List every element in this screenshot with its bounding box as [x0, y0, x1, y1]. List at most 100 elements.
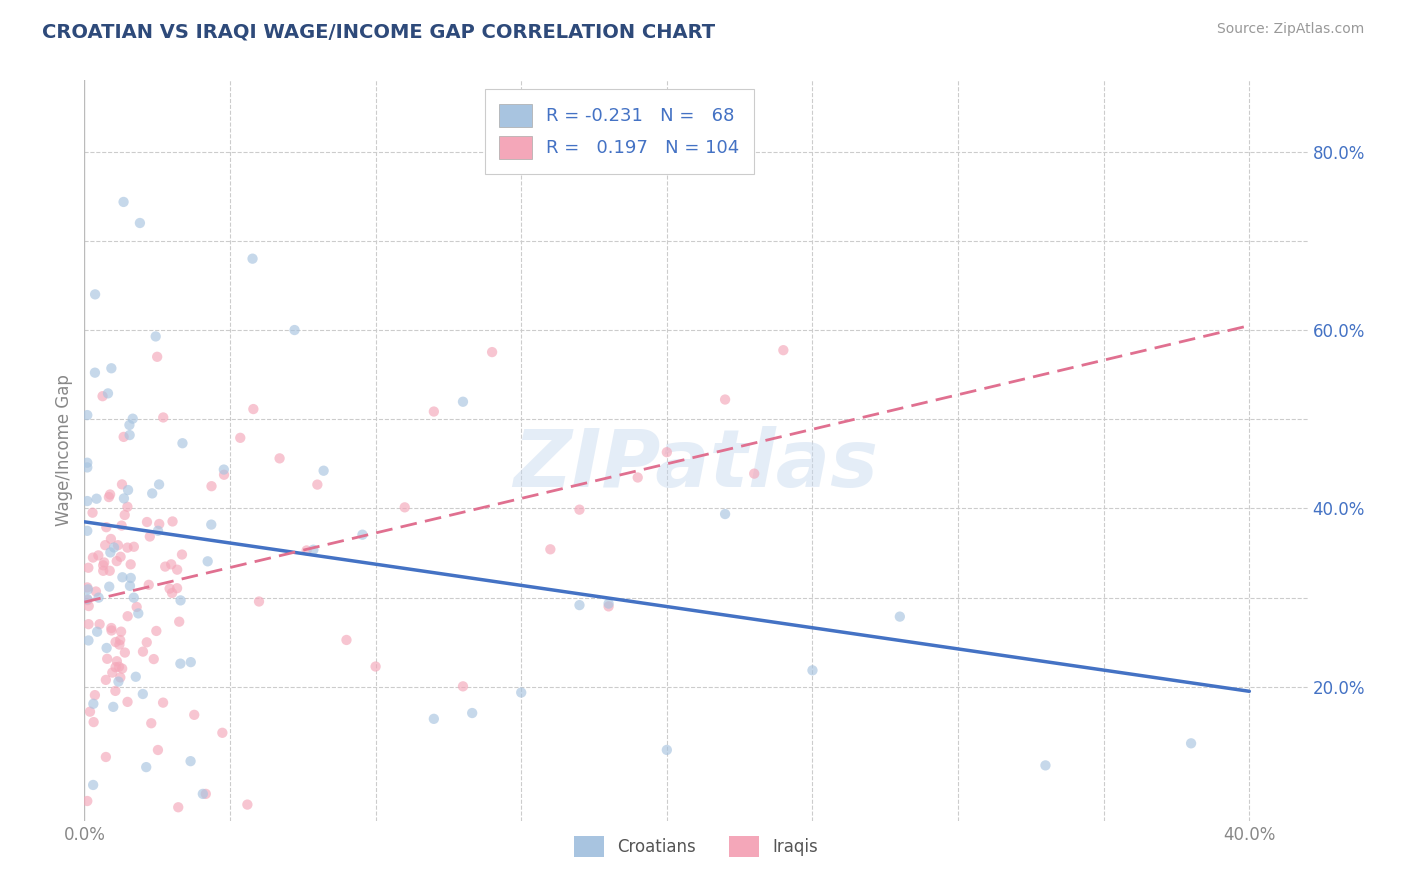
Point [96, 652, 118, 666]
Point [139, 530, 162, 544]
Point [295, 543, 318, 558]
Point [82, 778, 104, 792]
Point [98, 564, 121, 578]
Point [76, 591, 98, 606]
Point [120, 571, 142, 585]
Point [423, 712, 446, 726]
Point [655, 743, 678, 757]
Point [364, 659, 387, 673]
Point [742, 467, 765, 481]
Point [110, 624, 132, 639]
Point [146, 743, 169, 757]
Point [169, 657, 191, 671]
Point [76, 593, 98, 607]
Point [166, 581, 188, 595]
Point [83, 688, 105, 702]
Point [76, 581, 98, 595]
Point [103, 541, 125, 555]
Point [82, 697, 104, 711]
Point [120, 558, 142, 572]
Point [101, 665, 124, 680]
Point [1180, 736, 1202, 750]
Point [135, 635, 157, 649]
Point [200, 517, 222, 532]
Point [166, 563, 188, 577]
Point [568, 598, 591, 612]
Point [146, 524, 169, 538]
Point [714, 392, 737, 407]
Point [77, 633, 100, 648]
Point [122, 540, 145, 554]
Point [107, 538, 129, 552]
Point [162, 515, 184, 529]
Point [132, 645, 155, 659]
Point [110, 518, 132, 533]
Point [94, 750, 117, 764]
Point [125, 670, 148, 684]
Point [117, 483, 139, 497]
Point [98, 545, 121, 559]
Point [138, 578, 160, 592]
Point [76, 408, 98, 422]
Point [510, 685, 533, 699]
Point [352, 527, 374, 541]
Point [91, 564, 114, 578]
Text: Source: ZipAtlas.com: Source: ZipAtlas.com [1216, 22, 1364, 37]
Point [307, 477, 329, 491]
Point [242, 402, 264, 417]
Point [76, 460, 98, 475]
Point [129, 216, 152, 230]
Point [87, 591, 110, 605]
Point [84, 584, 107, 599]
Point [77, 582, 100, 597]
Point [97, 490, 120, 504]
Point [627, 470, 650, 484]
Point [481, 345, 503, 359]
Point [86, 491, 108, 506]
Point [82, 550, 104, 565]
Point [212, 462, 235, 476]
Point [122, 591, 145, 605]
Point [242, 252, 264, 266]
Point [100, 361, 122, 376]
Point [145, 624, 167, 638]
Point [125, 599, 148, 614]
Text: CROATIAN VS IRAQI WAGE/INCOME GAP CORRELATION CHART: CROATIAN VS IRAQI WAGE/INCOME GAP CORREL… [42, 22, 716, 41]
Point [335, 632, 357, 647]
Point [94, 538, 117, 552]
Point [183, 707, 205, 722]
Point [283, 323, 305, 337]
Point [110, 670, 132, 684]
Point [127, 607, 149, 621]
Point [170, 548, 193, 562]
Text: ZIPatlas: ZIPatlas [513, 426, 879, 504]
Y-axis label: Wage/Income Gap: Wage/Income Gap [55, 375, 73, 526]
Point [87, 549, 110, 563]
Point [77, 617, 100, 632]
Point [94, 673, 117, 687]
Point [197, 554, 219, 568]
Point [76, 524, 98, 538]
Point [83, 715, 105, 730]
Point [111, 570, 134, 584]
Point [100, 621, 122, 635]
Point [247, 594, 270, 608]
Point [152, 696, 174, 710]
Point [91, 389, 114, 403]
Point [212, 467, 235, 482]
Point [145, 329, 167, 343]
Point [121, 411, 143, 425]
Point [84, 366, 107, 380]
Point [461, 706, 484, 720]
Point [103, 699, 125, 714]
Point [141, 716, 163, 731]
Point [135, 760, 157, 774]
Point [146, 350, 169, 364]
Point [229, 431, 252, 445]
Point [167, 615, 190, 629]
Point [114, 646, 136, 660]
Point [108, 659, 131, 673]
Point [104, 684, 127, 698]
Point [423, 404, 446, 418]
Point [111, 662, 134, 676]
